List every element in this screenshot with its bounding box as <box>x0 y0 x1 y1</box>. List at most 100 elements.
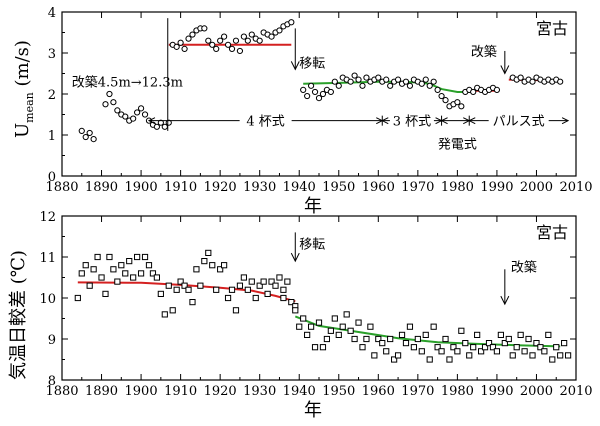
data-point <box>102 290 109 297</box>
data-point <box>564 352 572 359</box>
annotation-relocation: 移転 <box>299 238 325 253</box>
x-tick-label: 1920 <box>204 180 237 195</box>
data-point <box>327 88 334 96</box>
data-point <box>173 286 180 293</box>
data-point <box>181 282 188 289</box>
data-point <box>90 136 97 143</box>
data-point <box>387 335 394 343</box>
data-point <box>351 335 358 343</box>
data-point <box>462 340 469 347</box>
data-point <box>213 45 220 53</box>
data-point <box>217 37 224 44</box>
y-tick-label: 0 <box>48 170 56 185</box>
data-point <box>82 262 89 269</box>
data-point <box>394 352 402 359</box>
data-point <box>418 348 425 355</box>
annotation-rebuild: 改築 <box>511 260 537 275</box>
fit-line <box>77 281 296 303</box>
x-axis-title: 年 <box>304 400 322 421</box>
data-point <box>177 39 184 46</box>
data-point <box>221 33 228 40</box>
wind-speed-chart: 1880 1890 1900 1910 1920 1930 1940 1950 1960 1970… <box>12 6 593 217</box>
data-point <box>201 25 208 32</box>
data-point <box>307 82 315 89</box>
data-point <box>74 294 81 302</box>
x-tick-label: 2000 <box>520 180 553 195</box>
data-point <box>280 286 287 293</box>
data-point <box>347 78 354 85</box>
annotation-relocation: 移転 <box>299 56 325 71</box>
data-point <box>126 258 133 265</box>
y-tick-label: 9 <box>48 333 56 348</box>
data-point <box>311 344 319 351</box>
annotation-generator: 発電式 <box>438 138 477 153</box>
x-tick-label: 1940 <box>283 180 316 195</box>
period-arrow-head <box>561 117 570 125</box>
x-tick-label: 2010 <box>559 384 592 399</box>
data-point <box>185 35 192 42</box>
data-point <box>240 274 247 281</box>
data-point <box>232 37 240 44</box>
data-point <box>458 327 465 334</box>
x-tick-label: 1970 <box>401 180 434 195</box>
data-point <box>228 286 236 293</box>
data-point <box>363 74 370 81</box>
data-point <box>189 299 196 306</box>
data-point <box>130 274 137 281</box>
data-point <box>406 323 414 330</box>
data-point <box>252 294 259 302</box>
y-axis-title: 気温日較差 (℃) <box>8 250 29 380</box>
annotation-pulse: パルス式 <box>493 115 545 130</box>
data-point <box>78 127 85 134</box>
data-point <box>114 278 121 285</box>
x-tick-label: 1960 <box>362 180 395 195</box>
data-point <box>454 348 461 355</box>
data-point <box>201 258 208 265</box>
x-tick-label: 1900 <box>125 384 158 399</box>
data-point <box>311 88 319 96</box>
data-point <box>106 253 113 261</box>
data-point <box>537 344 544 351</box>
data-point <box>236 282 244 289</box>
data-point <box>209 262 216 269</box>
data-point <box>78 270 85 277</box>
data-point <box>497 331 504 338</box>
data-point <box>134 109 141 116</box>
data-point <box>315 95 323 102</box>
data-point <box>351 72 358 79</box>
data-point <box>375 74 382 81</box>
data-point <box>264 290 271 297</box>
data-point <box>418 80 425 87</box>
data-point <box>268 278 275 285</box>
data-point <box>545 331 552 338</box>
data-point <box>300 315 307 322</box>
data-point <box>276 274 283 281</box>
data-point <box>343 311 350 318</box>
data-point <box>248 31 255 38</box>
data-point <box>355 76 362 83</box>
temperature-range-chart: 1880 1890 1900 1910 1920 1930 1940 1950 1960 1970… <box>8 210 593 421</box>
data-point <box>161 311 168 318</box>
data-point <box>145 262 153 269</box>
rebuild-arrow-head <box>500 65 510 75</box>
data-point <box>331 315 338 322</box>
data-point <box>501 340 508 347</box>
period-arrow-head <box>440 117 448 125</box>
x-tick-label: 1990 <box>480 384 513 399</box>
relocation-arrow-head <box>290 252 300 263</box>
period-label-bg <box>488 111 549 130</box>
data-point <box>205 249 212 257</box>
y-tick-label: 4 <box>48 6 56 21</box>
data-point <box>236 47 244 55</box>
data-point <box>529 352 536 359</box>
y-tick-label: 10 <box>39 292 56 307</box>
data-point <box>430 78 437 85</box>
data-point <box>450 344 457 351</box>
data-point <box>335 82 342 89</box>
x-tick-label: 1910 <box>164 384 197 399</box>
data-point <box>141 111 149 118</box>
data-point <box>181 45 188 53</box>
data-point <box>402 78 410 85</box>
data-point <box>224 294 232 302</box>
data-point <box>122 113 129 120</box>
